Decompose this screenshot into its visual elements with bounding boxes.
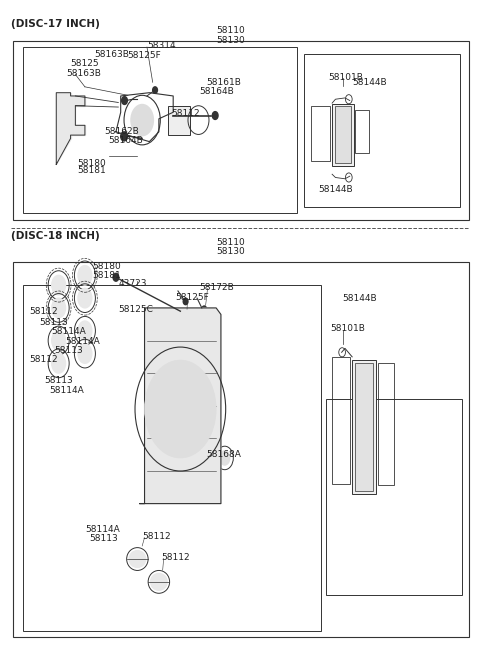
Circle shape [51,274,66,295]
Text: 58113: 58113 [54,346,83,356]
Circle shape [183,298,188,305]
Text: 58114A: 58114A [49,386,84,394]
Text: 58164B: 58164B [109,136,144,145]
Ellipse shape [150,572,168,591]
Bar [336,106,351,163]
Circle shape [121,97,127,104]
Bar [326,400,462,595]
Circle shape [77,343,93,364]
Circle shape [212,111,218,119]
Text: 58114A: 58114A [65,337,100,346]
Bar [378,363,394,485]
Text: 58110: 58110 [216,238,245,247]
Circle shape [130,103,154,136]
Circle shape [77,288,93,309]
Text: 58125: 58125 [71,59,99,68]
Polygon shape [140,308,221,504]
Text: (DISC-17 INCH): (DISC-17 INCH) [11,19,100,29]
Bar [13,262,469,637]
Text: 58112: 58112 [171,109,199,118]
Text: 58114A: 58114A [85,525,120,534]
Text: 58314: 58314 [147,41,176,50]
Text: 58113: 58113 [44,377,73,386]
Text: (DISC-18 INCH): (DISC-18 INCH) [11,231,100,241]
Circle shape [77,265,93,286]
Text: 58180: 58180 [78,159,107,168]
Text: 58163B: 58163B [95,50,129,60]
Bar [352,360,376,494]
Circle shape [51,297,66,318]
Bar [332,357,350,484]
Text: 58101B: 58101B [331,324,366,333]
Bar [23,285,321,631]
Text: 58101B: 58101B [328,73,363,81]
Text: 58125C: 58125C [118,305,153,314]
Text: 58110: 58110 [216,26,245,35]
Text: 58113: 58113 [90,534,119,543]
Text: 58144B: 58144B [319,185,353,194]
Circle shape [153,87,157,94]
Text: 58144B: 58144B [343,293,377,303]
Bar [355,110,369,153]
Polygon shape [56,93,85,164]
Bar [332,103,354,166]
Text: 58168A: 58168A [206,450,241,459]
Bar [304,54,459,207]
Circle shape [77,320,93,341]
Text: 58163B: 58163B [66,69,101,78]
Bar [168,105,190,135]
Bar [13,41,469,220]
Text: 58164B: 58164B [199,87,234,96]
Circle shape [113,273,119,281]
Bar [23,47,297,214]
Bar [356,364,372,491]
Text: 58125F: 58125F [176,293,209,302]
Text: 58180: 58180 [92,262,121,271]
Text: 58113: 58113 [39,318,68,327]
Text: 58181: 58181 [92,271,121,280]
Text: 58144B: 58144B [352,78,387,86]
Text: 58130: 58130 [216,36,245,45]
Circle shape [219,450,230,466]
Text: 58125F: 58125F [127,51,161,60]
Text: 58114A: 58114A [51,327,86,336]
Text: 58112: 58112 [161,553,190,561]
Text: 58112: 58112 [142,532,171,541]
Bar [311,105,330,161]
Circle shape [202,306,206,312]
Text: 58172B: 58172B [199,282,234,291]
Text: 58162B: 58162B [104,127,139,136]
Text: 58112: 58112 [30,307,58,316]
Text: 58130: 58130 [216,248,245,256]
Circle shape [51,330,66,351]
Circle shape [51,353,66,374]
Text: 58181: 58181 [78,166,107,176]
Text: 58161B: 58161B [206,79,241,87]
Text: 58112: 58112 [30,355,58,364]
Ellipse shape [128,550,146,568]
Circle shape [120,132,127,141]
Circle shape [144,360,216,458]
Text: 43723: 43723 [118,279,147,288]
